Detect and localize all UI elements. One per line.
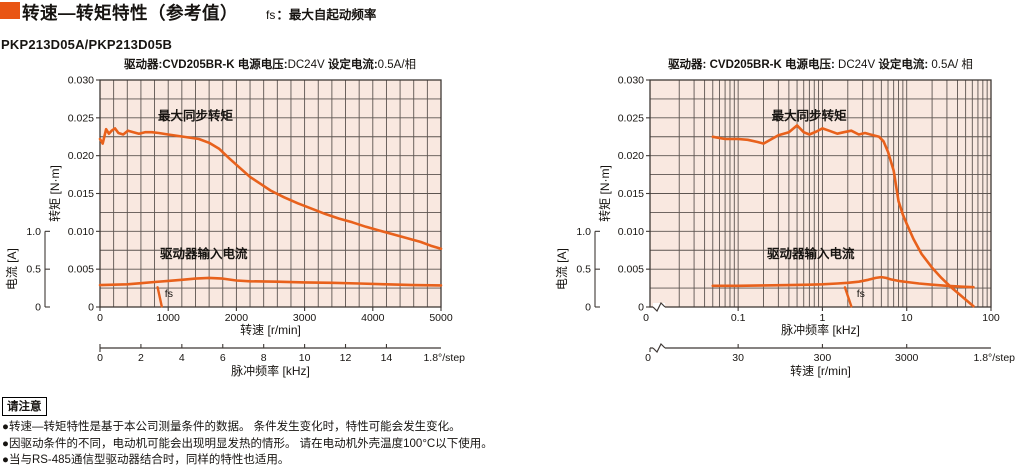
- svg-text:驱动器输入电流: 驱动器输入电流: [767, 246, 855, 261]
- svg-text:1.0: 1.0: [576, 226, 591, 238]
- svg-text:驱动器输入电流: 驱动器输入电流: [160, 246, 248, 261]
- note-item: ●转速—转矩特性是基于本公司测量条件的数据。 条件发生变化时，特性可能会发生变化…: [2, 421, 461, 433]
- note-item: ●因驱动条件的不同，电动机可能会出现明显发热的情形。 请在电动机外壳温度100°…: [2, 437, 493, 450]
- svg-text:0.015: 0.015: [618, 188, 644, 200]
- svg-text:0: 0: [638, 302, 644, 314]
- voltage-label: 电源电压:: [234, 59, 288, 71]
- svg-text:0.015: 0.015: [68, 188, 94, 200]
- page-title: 转速—转矩特性（参考值）: [22, 3, 238, 23]
- fs-abbr: fs: [266, 8, 276, 22]
- svg-text:3000: 3000: [293, 312, 317, 324]
- svg-text:0: 0: [88, 302, 94, 314]
- svg-text:30: 30: [732, 352, 744, 364]
- driver-value: CVD205BR-K: [709, 59, 782, 71]
- svg-text:0: 0: [585, 302, 591, 314]
- voltage-value: DC24V: [838, 59, 876, 71]
- svg-text:2000: 2000: [225, 312, 249, 324]
- svg-text:转矩 [N·m]: 转矩 [N·m]: [597, 165, 612, 222]
- svg-text:最大同步转矩: 最大同步转矩: [772, 108, 848, 123]
- svg-text:10: 10: [901, 312, 913, 324]
- driver-label: 驱动器:: [668, 59, 710, 71]
- svg-text:1: 1: [820, 312, 826, 324]
- svg-text:4000: 4000: [361, 312, 385, 324]
- svg-text:0.1: 0.1: [731, 312, 746, 324]
- title-row: 转速—转矩特性（参考值） fs：最大自起动频率: [0, 0, 376, 25]
- svg-text:0.020: 0.020: [618, 150, 644, 162]
- svg-text:1000: 1000: [157, 312, 181, 324]
- svg-text:转速 [r/min]: 转速 [r/min]: [790, 363, 851, 378]
- chart-left-header: 驱动器:CVD205BR-K 电源电压:DC24V 设定电流:0.5A/相: [80, 56, 460, 72]
- svg-text:0: 0: [97, 352, 103, 364]
- current-label: 设定电流:: [875, 59, 932, 71]
- title-accent-square-icon: [0, 2, 20, 19]
- voltage-value: DC24V: [287, 59, 325, 71]
- svg-text:电流 [A]: 电流 [A]: [555, 248, 569, 290]
- svg-text:4: 4: [179, 352, 185, 364]
- speed-torque-chart-log: 0 0.005 0.010 0.015 0.020 0.025 0.030 转矩 [N·m] 0…: [555, 75, 1015, 379]
- driver-value: CVD205BR-K: [162, 59, 235, 71]
- svg-text:电流 [A]: 电流 [A]: [5, 248, 19, 290]
- svg-text:脉冲频率 [kHz]: 脉冲频率 [kHz]: [231, 363, 310, 378]
- svg-text:6: 6: [220, 352, 226, 364]
- current-label: 设定电流:: [324, 59, 378, 71]
- current-value: 0.5A/ 相: [931, 59, 973, 71]
- svg-text:12: 12: [340, 352, 352, 364]
- model-names: PKP213D05A/PKP213D05B: [1, 37, 173, 52]
- svg-text:0.005: 0.005: [618, 264, 644, 276]
- svg-text:0: 0: [643, 312, 649, 324]
- svg-text:0.030: 0.030: [68, 75, 94, 87]
- svg-text:3000: 3000: [895, 352, 919, 364]
- svg-text:0.005: 0.005: [68, 264, 94, 276]
- svg-text:300: 300: [814, 352, 832, 364]
- svg-text:转速 [r/min]: 转速 [r/min]: [240, 322, 301, 337]
- svg-text:10: 10: [299, 352, 311, 364]
- driver-label: 驱动器:: [123, 59, 163, 71]
- svg-text:0.025: 0.025: [68, 112, 94, 124]
- chart-right-header: 驱动器: CVD205BR-K 电源电压: DC24V 设定电流: 0.5A/ …: [633, 56, 1008, 72]
- current-value: 0.5A/相: [377, 59, 417, 71]
- speed-torque-chart-linear: 0 0.005 0.010 0.015 0.020 0.025 0.030 转矩 [N·m] 0…: [5, 75, 465, 379]
- note-item: ●当与RS-485通信型驱动器结合时，同样的特性也适用。: [2, 454, 290, 466]
- svg-text:0.020: 0.020: [68, 150, 94, 162]
- svg-text:0: 0: [97, 312, 103, 324]
- svg-text:0: 0: [645, 352, 651, 364]
- svg-text:0.030: 0.030: [618, 75, 644, 87]
- fs-legend: fs：最大自起动频率: [266, 4, 376, 23]
- caution-box: 请注意: [2, 397, 47, 416]
- svg-text:0.025: 0.025: [618, 112, 644, 124]
- svg-text:1.0: 1.0: [26, 226, 41, 238]
- svg-text:fs: fs: [857, 288, 865, 300]
- svg-text:0: 0: [35, 302, 41, 314]
- svg-text:0.5: 0.5: [576, 264, 591, 276]
- fs-note-text: ：最大自起动频率: [276, 8, 377, 22]
- svg-text:转矩 [N·m]: 转矩 [N·m]: [47, 165, 62, 222]
- svg-text:最大同步转矩: 最大同步转矩: [158, 108, 234, 123]
- svg-text:8: 8: [261, 352, 267, 364]
- voltage-label: 电源电压:: [781, 59, 839, 71]
- svg-text:1.8°/step: 1.8°/step: [973, 352, 1015, 364]
- svg-text:14: 14: [381, 352, 393, 364]
- notes-section: 请注意 ●转速—转矩特性是基于本公司测量条件的数据。 条件发生变化时，特性可能会…: [2, 397, 493, 469]
- svg-text:100: 100: [982, 312, 1000, 324]
- svg-text:0.010: 0.010: [618, 226, 644, 238]
- svg-text:fs: fs: [165, 288, 173, 300]
- svg-text:0.010: 0.010: [68, 226, 94, 238]
- svg-text:2: 2: [138, 352, 144, 364]
- svg-text:5000: 5000: [429, 312, 453, 324]
- svg-text:0.5: 0.5: [26, 264, 41, 276]
- svg-text:脉冲频率 [kHz]: 脉冲频率 [kHz]: [781, 322, 860, 337]
- svg-text:1.8°/step: 1.8°/step: [423, 352, 465, 364]
